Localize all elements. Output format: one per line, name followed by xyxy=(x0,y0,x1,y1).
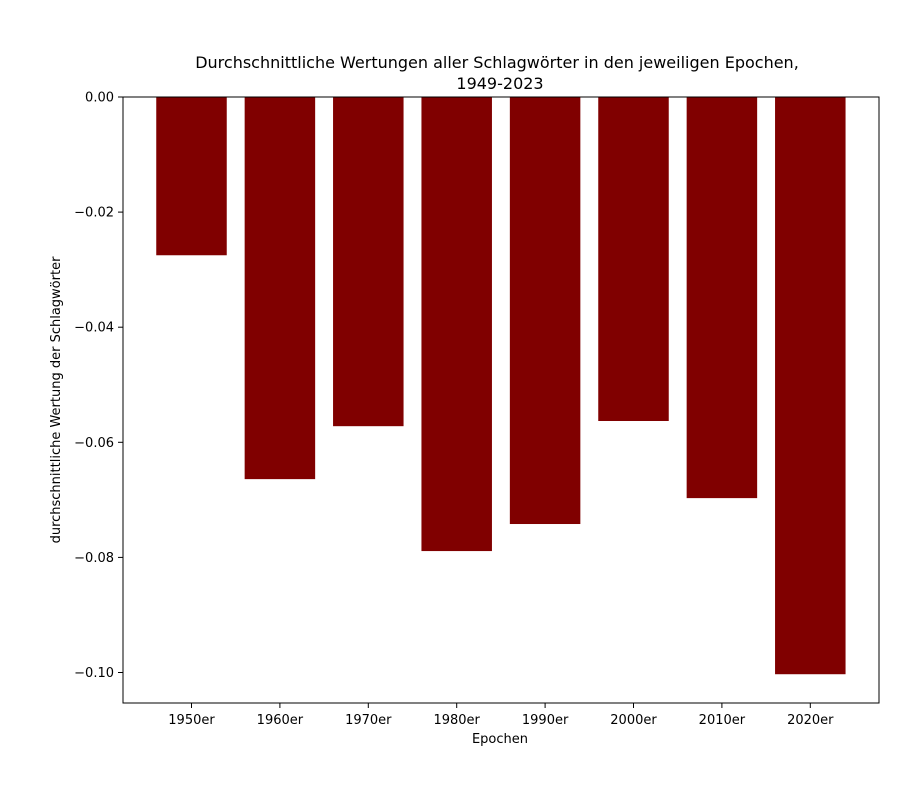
bar-1960er xyxy=(244,97,316,480)
chart-subtitle: 1949-2023 xyxy=(456,74,543,93)
bar-1990er xyxy=(509,97,581,525)
x-axis-ticks: 1950er 1960er 1970er 1980er 1990er 2000er 2010… xyxy=(168,703,834,728)
x-tick-label: 1950er xyxy=(168,713,215,728)
y-axis-label: durchschnittliche Wertung der Schlagwört… xyxy=(49,256,64,543)
x-tick-label: 2010er xyxy=(699,713,746,728)
chart-title: Durchschnittliche Wertungen aller Schlag… xyxy=(195,53,799,72)
bar-2010er xyxy=(686,97,758,499)
bar-1970er xyxy=(333,97,404,427)
y-tick-label: −0.10 xyxy=(74,666,114,681)
x-tick-label: 1970er xyxy=(345,713,392,728)
x-tick-label: 2000er xyxy=(610,713,657,728)
bar-1980er xyxy=(421,97,492,552)
y-tick-label: −0.02 xyxy=(74,206,114,221)
y-tick-label: −0.04 xyxy=(74,321,114,336)
y-tick-label: −0.08 xyxy=(74,551,114,566)
y-axis-ticks: 0.00 −0.02 −0.04 −0.06 −0.08 −0.10 xyxy=(74,91,123,681)
x-tick-label: 2020er xyxy=(787,713,834,728)
x-axis-label: Epochen xyxy=(472,732,528,747)
y-tick-label: −0.06 xyxy=(74,436,114,451)
y-tick-label: 0.00 xyxy=(85,91,114,106)
bar-2020er xyxy=(775,97,846,675)
bar-2000er xyxy=(598,97,669,422)
x-tick-label: 1960er xyxy=(257,713,304,728)
x-tick-label: 1980er xyxy=(433,713,480,728)
bars-group xyxy=(156,97,846,675)
x-tick-label: 1990er xyxy=(522,713,569,728)
plot-frame xyxy=(122,96,880,704)
bar-1950er xyxy=(156,97,227,256)
